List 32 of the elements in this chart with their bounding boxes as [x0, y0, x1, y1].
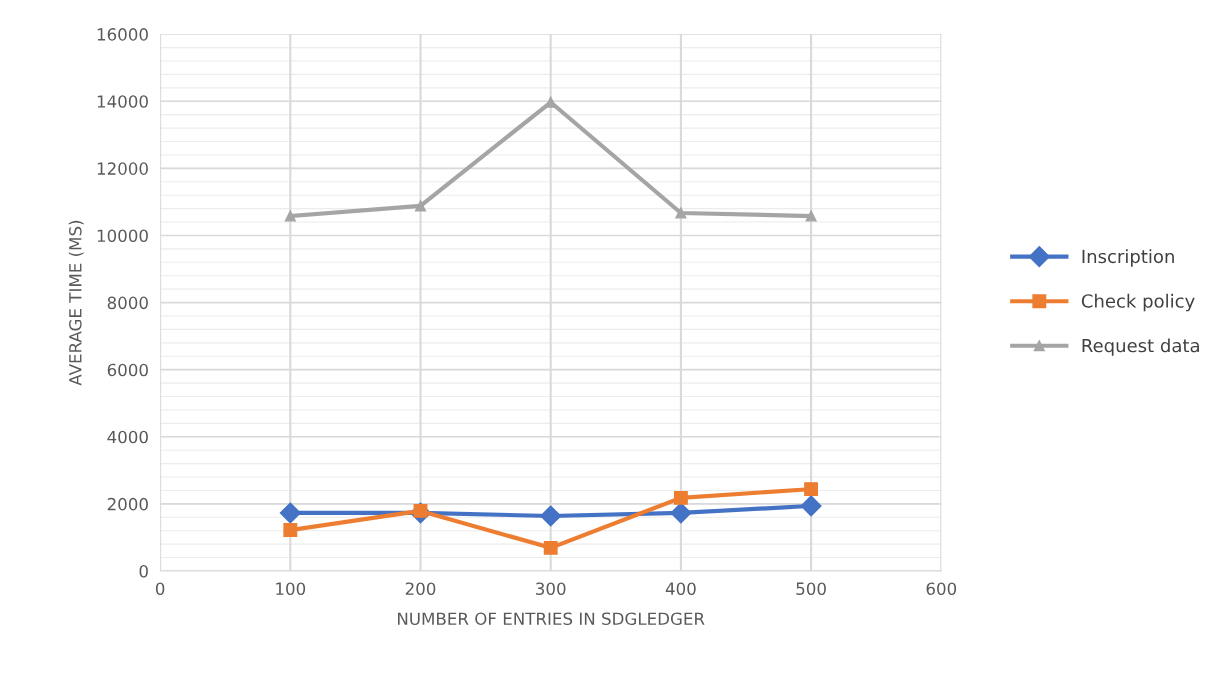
x-tick-label: 200	[405, 582, 436, 595]
point	[800, 495, 822, 517]
y-tick-label: 8000	[107, 296, 148, 310]
y-tick-label: 16000	[97, 28, 148, 41]
legend-label: Check policy	[1081, 293, 1195, 312]
point	[675, 207, 687, 219]
legend-label: Inscription	[1082, 249, 1174, 267]
point	[543, 540, 558, 555]
y-tick-label: 2000	[107, 497, 148, 511]
x-axis-title: NUMBER OF ENTRIES IN SDGLEDGER	[398, 612, 705, 626]
point	[804, 482, 819, 497]
point	[805, 210, 817, 222]
x-tick-label: 0	[155, 582, 165, 595]
y-tick-label: 14000	[97, 95, 148, 108]
x-tick-label: 500	[796, 582, 826, 595]
legend-label: Request data	[1082, 338, 1199, 356]
y-tick-label: 0	[139, 564, 148, 578]
y-tick-label: 12000	[97, 162, 148, 175]
point	[279, 502, 301, 524]
point	[284, 210, 296, 222]
y-tick-label: 10000	[97, 229, 148, 243]
y-tick-label: 6000	[107, 363, 148, 377]
y-axis-title: AVERAGE TIME (MS)	[68, 220, 84, 386]
point	[670, 502, 692, 524]
x-tick-label: 600	[926, 582, 957, 595]
x-tick-label: 400	[665, 582, 696, 595]
x-tick-label: 100	[276, 582, 306, 595]
point	[540, 505, 562, 527]
point	[283, 523, 298, 537]
x-tick-label: 300	[536, 582, 566, 595]
point	[673, 490, 688, 505]
y-tick-label: 4000	[107, 430, 148, 444]
